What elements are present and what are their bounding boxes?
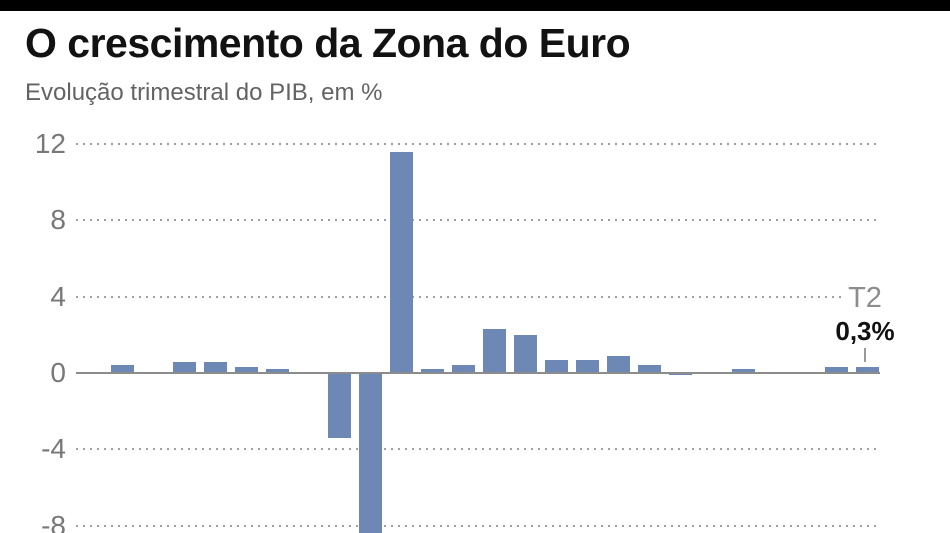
- y-axis-tick-label: 8: [50, 204, 66, 235]
- bar-16: [607, 356, 630, 373]
- top-black-bar: [0, 0, 950, 11]
- gridline-8: [76, 219, 878, 221]
- page-title: O crescimento da Zona do Euro: [25, 20, 631, 66]
- bar-18: [669, 373, 692, 375]
- bar-7: [328, 373, 351, 438]
- bar-10: [421, 369, 444, 373]
- bar-17: [638, 365, 661, 373]
- chart-subtitle: Evolução trimestral do PIB, em %: [25, 79, 383, 106]
- bar-11: [452, 365, 475, 373]
- bar-12: [483, 329, 506, 373]
- gridline--8: [76, 525, 878, 527]
- gridline-12: [76, 143, 878, 145]
- bar-5: [266, 369, 289, 373]
- bar-15: [576, 360, 599, 373]
- gridline--4: [76, 448, 878, 450]
- y-axis-tick-label: 4: [50, 281, 66, 312]
- zero-axis-line: [76, 372, 880, 374]
- y-axis-tick-label: 12: [34, 128, 66, 159]
- bar-13: [514, 335, 537, 373]
- y-axis-tick-label: 0: [50, 357, 66, 388]
- bar-2: [173, 362, 196, 373]
- annotation-pointer-line: [864, 348, 866, 362]
- bar-0: [111, 365, 134, 373]
- bar-24: [856, 367, 879, 373]
- bar-8: [359, 373, 382, 533]
- last-bar-annotation: T2 0,3%: [805, 283, 925, 345]
- bar-4: [235, 367, 258, 373]
- gridline-4: [76, 296, 846, 298]
- bar-9: [390, 152, 413, 373]
- bar-20: [732, 369, 755, 373]
- annotation-quarter-label: T2: [848, 282, 882, 314]
- bar-23: [825, 367, 848, 373]
- bar-3: [204, 362, 227, 373]
- bar-14: [545, 360, 568, 373]
- y-axis-tick-label: -8: [41, 510, 66, 533]
- y-axis-tick-label: -4: [41, 433, 66, 464]
- annotation-value-label: 0,3%: [835, 316, 895, 346]
